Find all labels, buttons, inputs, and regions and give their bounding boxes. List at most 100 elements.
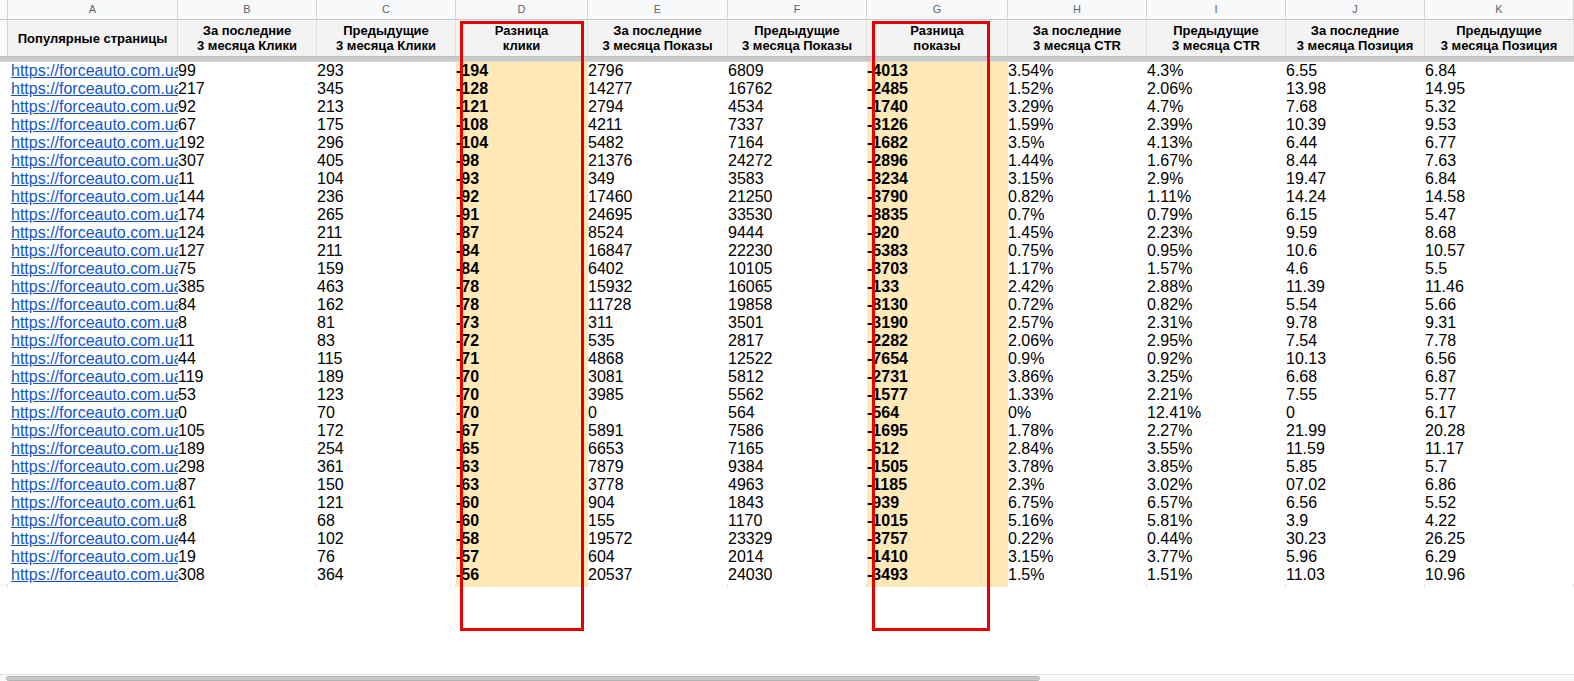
- cell-h[interactable]: 1.78%: [1008, 422, 1147, 440]
- cell-d[interactable]: -70: [456, 386, 588, 404]
- cell-g[interactable]: -1740: [867, 98, 1008, 116]
- cell-j[interactable]: 11.59: [1286, 440, 1425, 458]
- cell-d[interactable]: -67: [456, 422, 588, 440]
- page-link[interactable]: https://forceauto.com.ua/elek: [11, 206, 178, 223]
- cell-b[interactable]: 385: [178, 278, 317, 296]
- cell-i[interactable]: 2.21%: [1147, 386, 1286, 404]
- url-cell[interactable]: https://forceauto.com.ua/mot: [8, 494, 178, 512]
- header-f[interactable]: Предыдущие 3 месяца Показы: [728, 20, 867, 56]
- cell-h[interactable]: 0.22%: [1008, 530, 1147, 548]
- cell-g[interactable]: -1577: [867, 386, 1008, 404]
- cell-g[interactable]: -1015: [867, 512, 1008, 530]
- cell-d[interactable]: -128: [456, 80, 588, 98]
- cell-c[interactable]: 68: [317, 512, 456, 530]
- cell-j[interactable]: 5.54: [1286, 296, 1425, 314]
- cell-j[interactable]: 8.44: [1286, 152, 1425, 170]
- cell-e[interactable]: 15932: [588, 278, 728, 296]
- cell-e[interactable]: 5482: [588, 134, 728, 152]
- cell-b[interactable]: 8: [178, 314, 317, 332]
- cell-i[interactable]: 2.27%: [1147, 422, 1286, 440]
- cell-h[interactable]: 1.33%: [1008, 386, 1147, 404]
- cell-f[interactable]: 16762: [728, 80, 867, 98]
- cell-b[interactable]: 53: [178, 386, 317, 404]
- cell-h[interactable]: 3.86%: [1008, 368, 1147, 386]
- cell-f[interactable]: 10105: [728, 260, 867, 278]
- url-cell[interactable]: https://forceauto.com.ua/obo: [8, 314, 178, 332]
- cell-i[interactable]: 0.95%: [1147, 242, 1286, 260]
- cell-d[interactable]: -56: [456, 566, 588, 584]
- page-link[interactable]: https://forceauto.com.ua/obo: [11, 80, 178, 97]
- page-link[interactable]: https://forceauto.com.ua/mot: [11, 458, 178, 475]
- scrollbar-thumb[interactable]: [6, 676, 1040, 681]
- cell-c[interactable]: 115: [317, 350, 456, 368]
- cell-k[interactable]: 6.17: [1425, 404, 1574, 422]
- cell-c[interactable]: 293: [317, 62, 456, 80]
- cell-i[interactable]: 3.25%: [1147, 368, 1286, 386]
- page-link[interactable]: https://forceauto.com.ua/pod: [11, 386, 178, 403]
- url-cell[interactable]: https://forceauto.com.ua/ua/m: [8, 134, 178, 152]
- cell-e[interactable]: 24695: [588, 206, 728, 224]
- cell-b[interactable]: 67: [178, 116, 317, 134]
- cell-j[interactable]: 07.02: [1286, 476, 1425, 494]
- cell-h[interactable]: 3.54%: [1008, 62, 1147, 80]
- cell-k[interactable]: 26.25: [1425, 530, 1574, 548]
- cell-k[interactable]: 14.58: [1425, 188, 1574, 206]
- cell-j[interactable]: 6.44: [1286, 134, 1425, 152]
- cell-j[interactable]: 9.59: [1286, 224, 1425, 242]
- cell-d[interactable]: -84: [456, 260, 588, 278]
- cell-i[interactable]: 1.67%: [1147, 152, 1286, 170]
- page-link[interactable]: https://forceauto.com.ua/elek: [11, 404, 178, 421]
- page-link[interactable]: https://forceauto.com.ua/obo: [11, 116, 178, 133]
- column-letter-e[interactable]: E: [588, 0, 728, 20]
- cell-g[interactable]: -2896: [867, 152, 1008, 170]
- url-cell[interactable]: https://forceauto.com.ua/ua/o: [8, 152, 178, 170]
- cell-i[interactable]: 3.77%: [1147, 548, 1286, 566]
- cell-c[interactable]: 211: [317, 242, 456, 260]
- cell-e[interactable]: 14277: [588, 80, 728, 98]
- cell-h[interactable]: 6.75%: [1008, 494, 1147, 512]
- cell-g[interactable]: -3126: [867, 116, 1008, 134]
- cell-f[interactable]: 16065: [728, 278, 867, 296]
- cell-k[interactable]: 6.77: [1425, 134, 1574, 152]
- url-cell[interactable]: https://forceauto.com.ua/ua/e: [8, 260, 178, 278]
- header-i[interactable]: Предыдущие 3 месяца CTR: [1147, 20, 1286, 56]
- url-cell[interactable]: https://forceauto.com.ua/diag: [8, 350, 178, 368]
- cell-g[interactable]: -8130: [867, 296, 1008, 314]
- cell-k[interactable]: 5.52: [1425, 494, 1574, 512]
- cell-i[interactable]: 3.85%: [1147, 458, 1286, 476]
- page-link[interactable]: https://forceauto.com.ua/elek: [11, 296, 178, 313]
- page-link[interactable]: https://forceauto.com.ua/diag: [11, 224, 178, 241]
- cell-f[interactable]: 3501: [728, 314, 867, 332]
- column-letter-g[interactable]: G: [867, 0, 1008, 20]
- cell-k[interactable]: 11.17: [1425, 440, 1574, 458]
- cell-c[interactable]: 102: [317, 530, 456, 548]
- cell-b[interactable]: 124: [178, 224, 317, 242]
- cell-f[interactable]: 7586: [728, 422, 867, 440]
- cell-b[interactable]: 84: [178, 296, 317, 314]
- cell-b[interactable]: 87: [178, 476, 317, 494]
- cell-h[interactable]: 3.5%: [1008, 134, 1147, 152]
- cell-c[interactable]: 175: [317, 116, 456, 134]
- cell-e[interactable]: 2794: [588, 98, 728, 116]
- page-link[interactable]: https://forceauto.com.ua/mot: [11, 98, 178, 115]
- cell-i[interactable]: 0.82%: [1147, 296, 1286, 314]
- cell-f[interactable]: 1843: [728, 494, 867, 512]
- cell-d[interactable]: -93: [456, 170, 588, 188]
- cell-g[interactable]: -1410: [867, 548, 1008, 566]
- cell-j[interactable]: 5.96: [1286, 548, 1425, 566]
- cell-g[interactable]: -7654: [867, 350, 1008, 368]
- page-link[interactable]: https://forceauto.com.ua/elek: [11, 242, 178, 259]
- cell-g[interactable]: -1682: [867, 134, 1008, 152]
- url-cell[interactable]: https://forceauto.com.ua/obo: [8, 62, 178, 80]
- cell-g[interactable]: -8835: [867, 206, 1008, 224]
- cell-k[interactable]: 6.84: [1425, 62, 1574, 80]
- cell-k[interactable]: 5.32: [1425, 98, 1574, 116]
- cell-g[interactable]: -133: [867, 278, 1008, 296]
- cell-j[interactable]: 7.68: [1286, 98, 1425, 116]
- column-letter-j[interactable]: J: [1286, 0, 1425, 20]
- cell-d[interactable]: -58: [456, 530, 588, 548]
- cell-f[interactable]: 21250: [728, 188, 867, 206]
- cell-h[interactable]: 2.84%: [1008, 440, 1147, 458]
- cell-h[interactable]: 2.42%: [1008, 278, 1147, 296]
- cell-k[interactable]: 8.68: [1425, 224, 1574, 242]
